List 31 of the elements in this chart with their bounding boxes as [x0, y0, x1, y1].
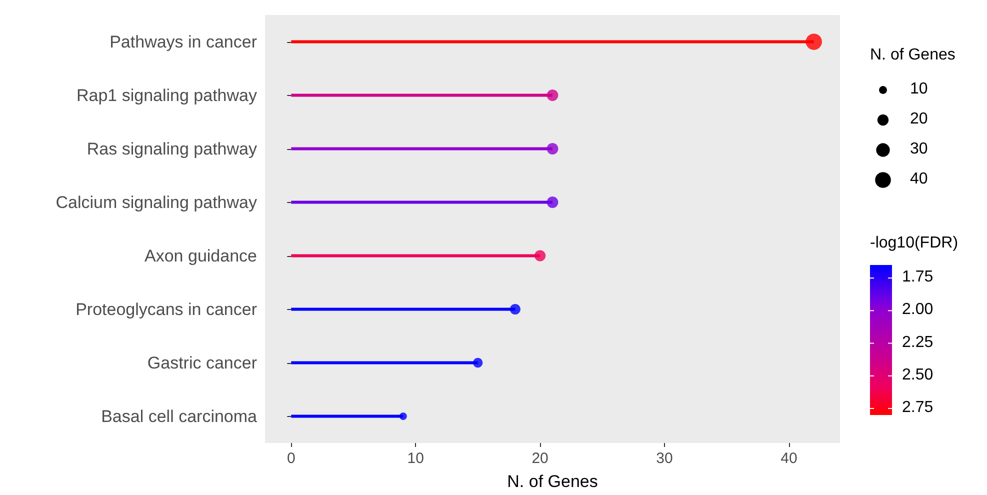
point — [546, 196, 558, 208]
legend-title: N. of Genes — [870, 46, 956, 64]
color-bar-label: 2.00 — [902, 301, 934, 318]
y-tick-label: Basal cell carcinoma — [101, 406, 258, 426]
point — [546, 90, 558, 101]
y-tick-label: Proteoglycans in cancer — [76, 300, 258, 319]
x-tick-label: 20 — [532, 450, 548, 467]
x-tick-label: 10 — [407, 450, 424, 467]
y-tick-label: Rap1 signaling pathway — [76, 86, 258, 105]
point — [534, 250, 546, 262]
point — [472, 358, 483, 368]
y-tick-label: Axon guidance — [144, 246, 257, 266]
legend-label: 40 — [910, 170, 928, 188]
color-bar-label: 2.50 — [902, 366, 934, 384]
x-tick-label: 30 — [656, 450, 673, 467]
point — [546, 143, 558, 154]
y-tick-label: Ras signaling pathway — [86, 139, 258, 158]
y-tick-label: Calcium signaling pathway — [56, 192, 258, 212]
y-tick-label: Gastric cancer — [147, 353, 258, 372]
point — [510, 304, 520, 315]
legend-label: 30 — [910, 140, 928, 158]
color-bar-label: 1.75 — [902, 268, 934, 286]
x-axis-title: N. of Genes — [507, 472, 598, 491]
color-bar-label: 2.25 — [902, 334, 934, 351]
x-tick-label: 40 — [780, 450, 798, 467]
color-bar-title: -log10(FDR) — [870, 234, 958, 252]
color-bar-label: 2.75 — [902, 398, 934, 416]
legend-label: 20 — [910, 110, 928, 128]
x-tick-label: 0 — [286, 450, 296, 467]
legend-label: 10 — [910, 80, 928, 98]
y-tick-label: Pathways in cancer — [110, 32, 258, 52]
